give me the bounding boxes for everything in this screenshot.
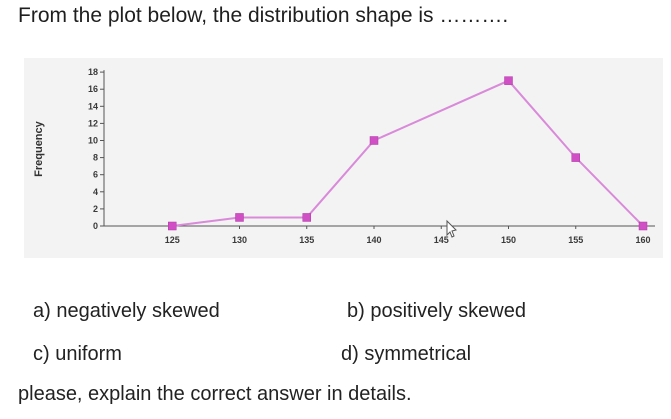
data-point	[571, 153, 580, 162]
option-d: d) symmetrical	[341, 343, 472, 365]
option-c: c) uniform	[33, 343, 122, 365]
question-text: From the plot below, the distribution sh…	[18, 4, 509, 27]
y-tick-label: 2	[93, 204, 98, 214]
mouse-cursor-icon	[446, 219, 457, 238]
x-tick-label: 125	[165, 235, 180, 245]
cursor-layer	[446, 219, 457, 238]
data-point	[168, 221, 177, 231]
chart-axes: 0 2 4 6 8 10 12 14 16 18 125 130 135 140 145 150 155 160 F…	[33, 67, 655, 245]
y-tick-label: 4	[93, 187, 98, 197]
series-line	[172, 79, 644, 227]
x-tick-label: 145	[434, 235, 449, 245]
instruction-text: please, explain the correct answer in de…	[18, 383, 412, 405]
y-tick-label: 0	[93, 221, 98, 231]
chart-series	[168, 76, 648, 231]
frequency-polygon-chart: 0 2 4 6 8 10 12 14 16 18 125 130 135 140 145 150 155 160 F…	[24, 58, 663, 258]
y-tick-label: 6	[93, 170, 98, 180]
option-b: b) positively skewed	[347, 300, 526, 322]
x-tick-label: 135	[299, 235, 314, 245]
y-tick-label: 8	[93, 153, 98, 163]
y-axis-title: Frequency	[33, 120, 45, 177]
y-tick-label: 16	[88, 84, 98, 94]
y-tick-label: 12	[88, 118, 98, 128]
data-point	[302, 213, 311, 222]
y-tick-label: 10	[88, 136, 98, 146]
x-tick-label: 130	[232, 235, 247, 245]
data-point	[504, 76, 513, 85]
data-point	[638, 221, 648, 231]
chart-svg: 0 2 4 6 8 10 12 14 16 18 125 130 135 140 145 150 155 160 F…	[33, 67, 655, 245]
y-tick-label: 14	[88, 101, 98, 111]
option-a: a) negatively skewed	[33, 300, 220, 322]
y-tick-label: 18	[88, 67, 98, 77]
x-tick-label: 155	[568, 235, 583, 245]
data-point	[235, 213, 244, 222]
data-point	[369, 136, 379, 145]
x-tick-label: 160	[635, 235, 650, 245]
x-tick-label: 140	[366, 235, 381, 245]
x-tick-label: 150	[501, 235, 516, 245]
